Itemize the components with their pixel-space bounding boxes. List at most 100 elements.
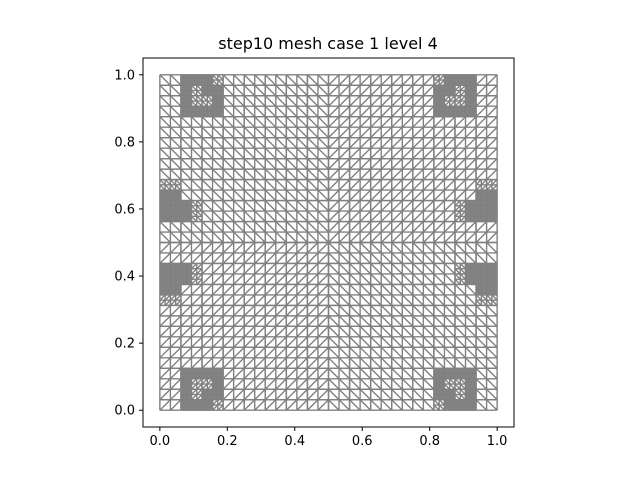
mesh-edge <box>222 74 235 86</box>
mesh-edge <box>185 218 190 223</box>
mesh-edge <box>254 210 266 223</box>
mesh-edge <box>380 336 393 348</box>
mesh-edge <box>391 325 403 338</box>
mesh-edge <box>412 95 424 107</box>
mesh-edge <box>185 74 190 78</box>
mesh-edge <box>370 315 382 327</box>
mesh-edge <box>196 200 203 207</box>
mesh-edge <box>412 210 424 223</box>
mesh-edge <box>296 189 308 202</box>
mesh-edge <box>338 262 351 275</box>
mesh-edge <box>190 283 203 296</box>
mesh-edge <box>233 336 245 348</box>
mesh-edge <box>206 401 211 406</box>
mesh-edge <box>180 74 185 78</box>
mesh-edge <box>349 95 361 107</box>
mesh-edge <box>175 179 182 186</box>
mesh-edge <box>254 126 266 139</box>
mesh-edge <box>433 168 445 181</box>
mesh-edge <box>433 103 438 107</box>
mesh-edge <box>328 399 340 411</box>
mesh-edge <box>465 158 477 170</box>
mesh-edge <box>380 357 393 369</box>
mesh-edge <box>465 218 469 223</box>
mesh-edge <box>296 210 308 223</box>
mesh-edge <box>196 273 203 280</box>
mesh-edge <box>370 325 382 338</box>
mesh-edge <box>370 283 382 296</box>
mesh-edge <box>212 137 224 149</box>
mesh-edge <box>465 391 469 395</box>
mesh-edge <box>412 399 424 411</box>
mesh-edge <box>222 378 235 390</box>
mesh-edge <box>254 242 266 254</box>
mesh-edge <box>433 346 445 359</box>
mesh-edge <box>243 74 256 86</box>
mesh-edge <box>306 168 319 181</box>
mesh-edge <box>164 197 169 202</box>
mesh-edge <box>443 383 451 390</box>
mesh-edge <box>296 262 308 275</box>
mesh-edge <box>338 357 351 369</box>
mesh-edge <box>159 221 171 233</box>
mesh-edge <box>359 336 372 348</box>
mesh-edge <box>380 273 393 285</box>
mesh-edge <box>380 189 393 202</box>
mesh-edge <box>443 370 448 375</box>
mesh-edge <box>217 108 221 112</box>
mesh-edge <box>422 252 435 264</box>
mesh-edge <box>412 158 424 170</box>
mesh-edge <box>359 294 372 306</box>
mesh-edge <box>217 92 221 97</box>
mesh-edge <box>370 95 382 107</box>
mesh-edge <box>190 215 198 223</box>
mesh-edge <box>233 273 245 285</box>
mesh-edge <box>169 95 182 107</box>
mesh-edge <box>454 283 467 296</box>
mesh-edge <box>370 116 382 128</box>
mesh-edge <box>296 200 308 212</box>
mesh-edge <box>349 168 361 181</box>
mesh-edge <box>465 189 477 202</box>
mesh-edge <box>180 231 192 243</box>
mesh-edge <box>164 218 169 223</box>
mesh-edge <box>201 273 214 285</box>
mesh-edge <box>306 231 319 243</box>
mesh-edge <box>175 213 179 217</box>
mesh-edge <box>465 179 477 191</box>
mesh-edge <box>370 367 382 380</box>
mesh-edge <box>449 383 456 390</box>
mesh-edge <box>185 92 190 97</box>
mesh-edge <box>454 200 461 207</box>
mesh-edge <box>180 252 192 264</box>
mesh-edge <box>180 147 192 160</box>
mesh-edge <box>454 205 461 212</box>
mesh-edge <box>449 401 453 406</box>
mesh-edge <box>306 378 319 390</box>
mesh-edge <box>180 346 192 359</box>
mesh-edge <box>328 273 340 285</box>
mesh-edge <box>328 200 340 212</box>
mesh-edge <box>175 265 179 270</box>
mesh-edge <box>159 126 171 139</box>
mesh-edge <box>359 116 372 128</box>
mesh-edge <box>196 90 203 97</box>
mesh-edge <box>275 262 287 275</box>
mesh-edge <box>380 168 393 181</box>
mesh-edge <box>422 168 435 181</box>
mesh-edge <box>459 100 467 107</box>
mesh-edge <box>275 95 287 107</box>
mesh-edge <box>254 147 266 160</box>
mesh-edge <box>470 281 474 285</box>
mesh-edge <box>190 370 195 375</box>
mesh-edge <box>412 294 424 306</box>
mesh-edge <box>212 116 224 128</box>
mesh-edge <box>243 273 256 285</box>
mesh-edge <box>233 168 245 181</box>
mesh-edge <box>433 87 438 91</box>
mesh-edge <box>254 315 266 327</box>
mesh-edge <box>338 158 351 170</box>
mesh-edge <box>349 325 361 338</box>
mesh-edge <box>254 304 266 317</box>
mesh-edge <box>169 299 177 306</box>
